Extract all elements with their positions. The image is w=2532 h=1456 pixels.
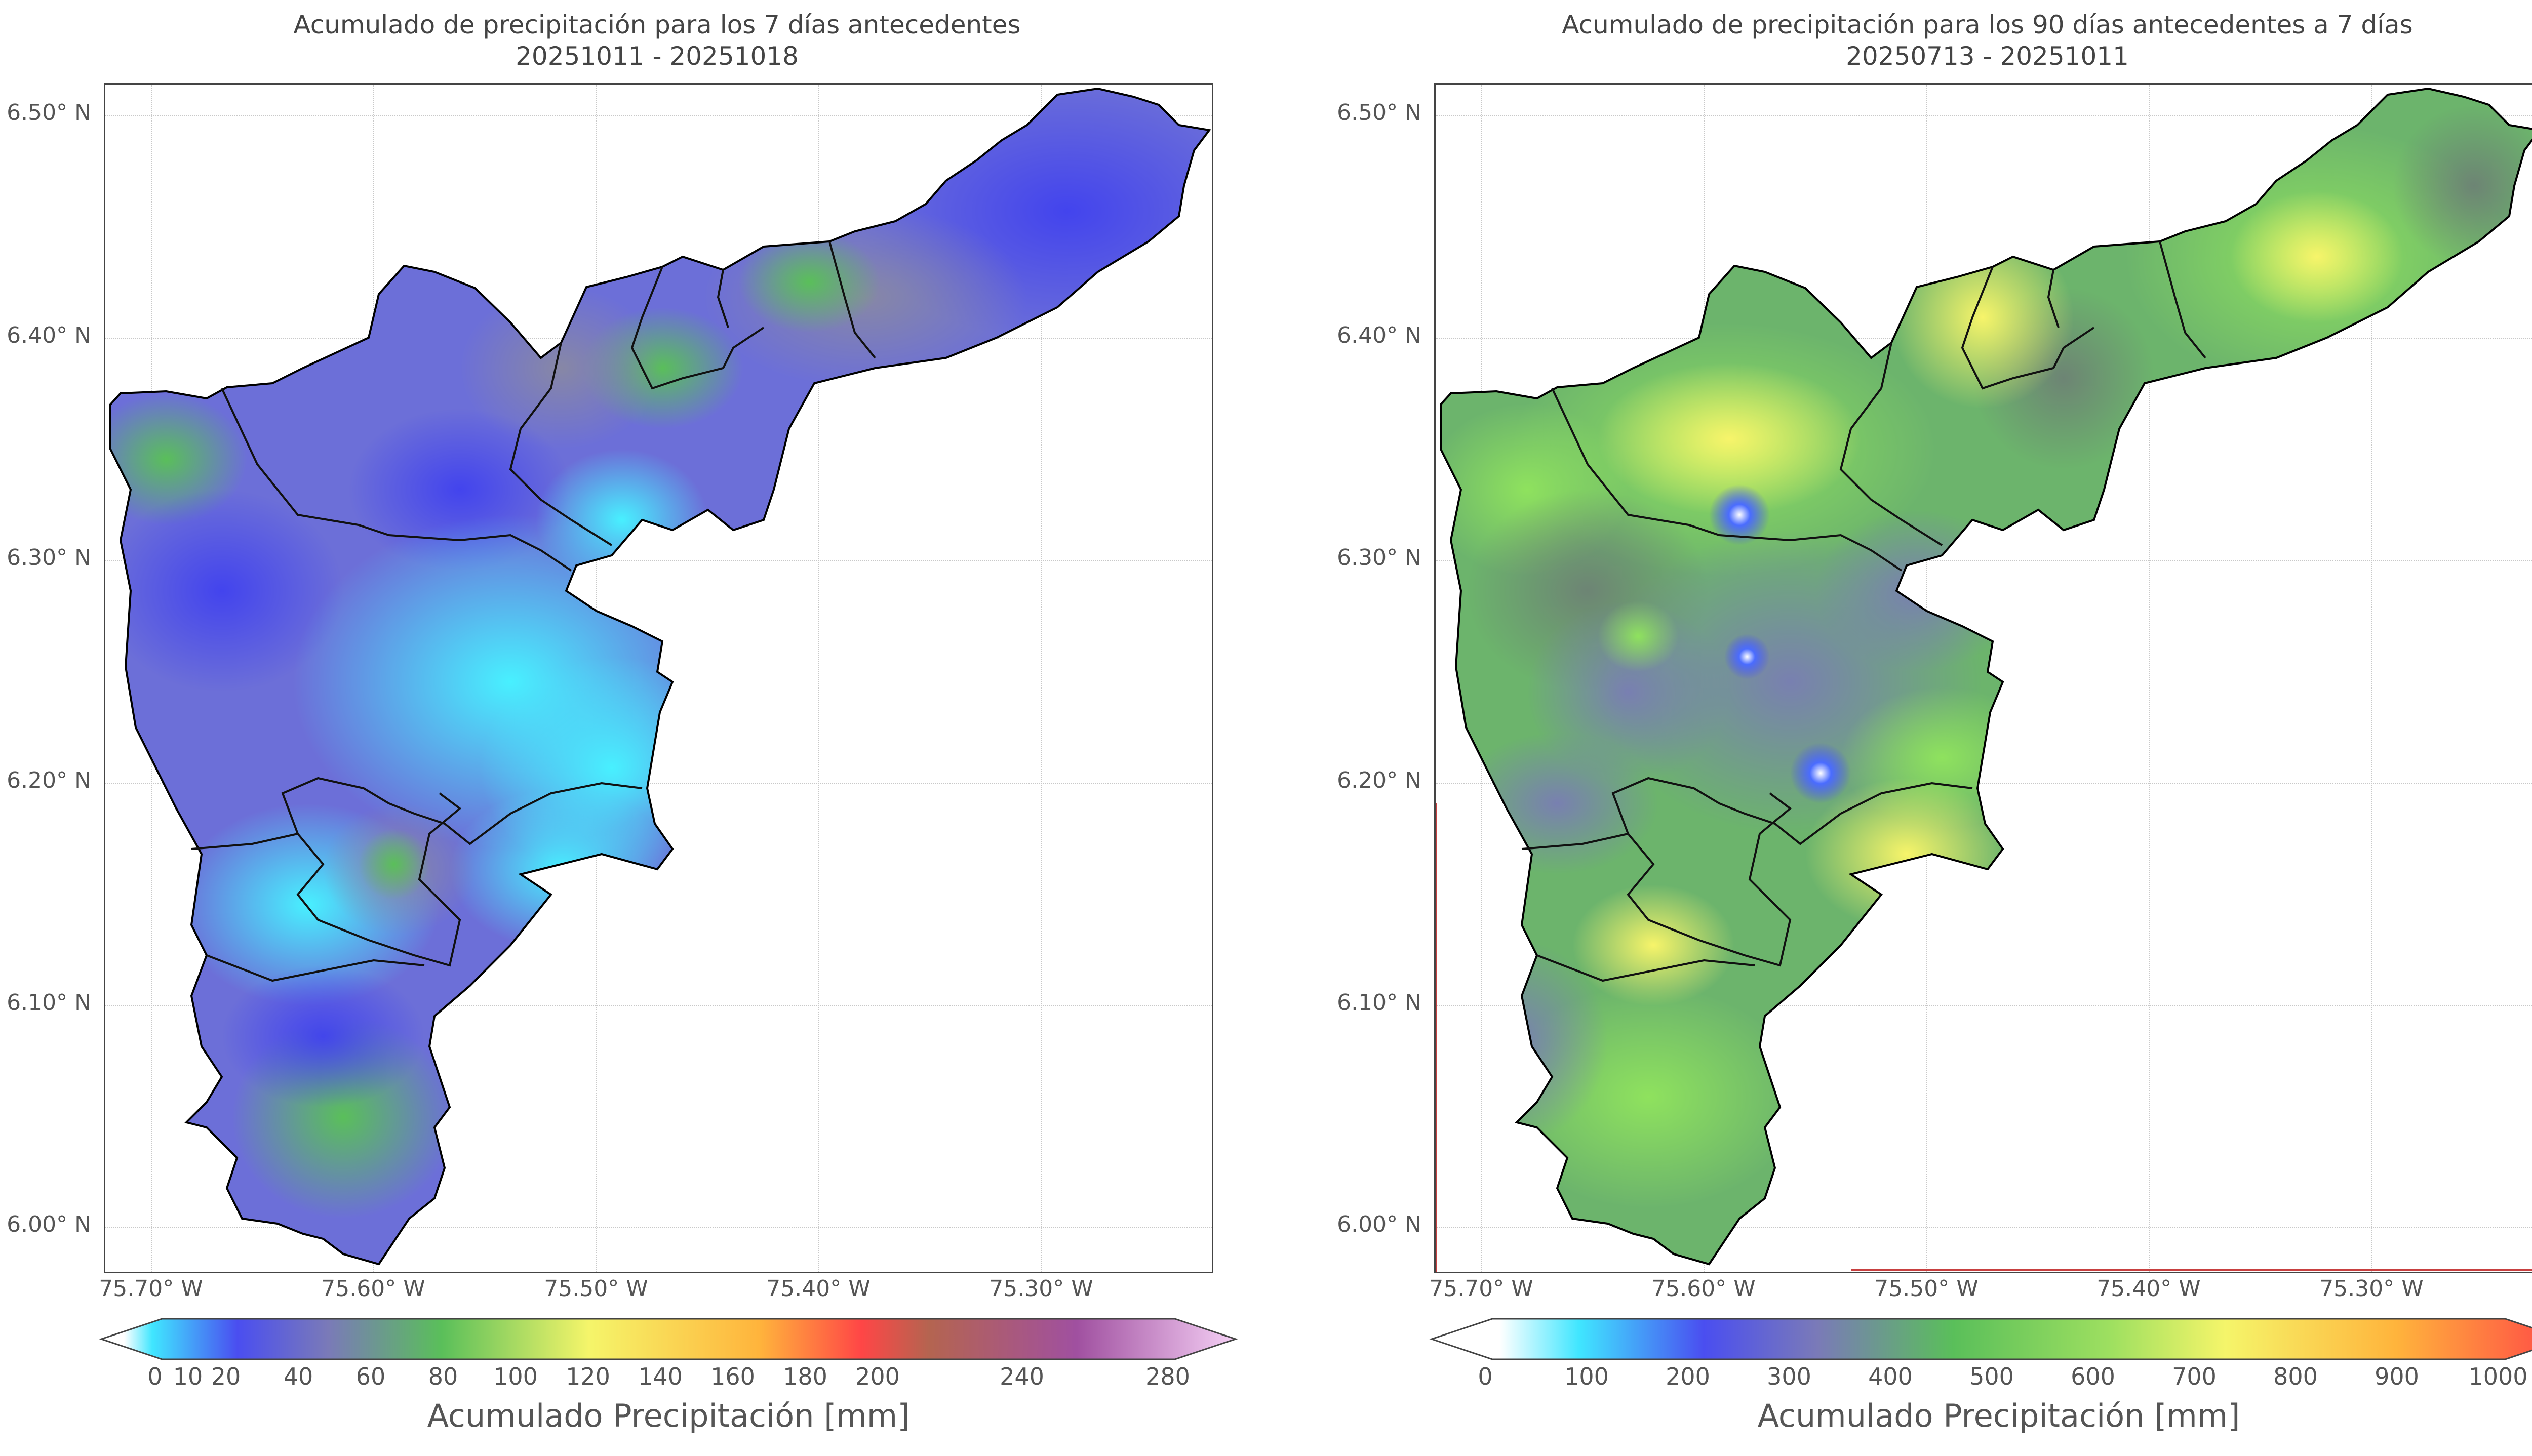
left-lat-tick: 6.30° N [7, 545, 91, 571]
right-lat-tick: 6.20° N [1337, 767, 1421, 793]
left-lon-tick: 75.40° W [766, 1276, 871, 1302]
left-lat-tick: 6.50° N [7, 100, 91, 126]
left-lat-tick: 6.20° N [7, 767, 91, 793]
right-map-frame [1434, 83, 2532, 1273]
left-map-title: Acumulado de precipitación para los 7 dí… [293, 10, 1021, 39]
right-colorbar-tick: 500 [1969, 1363, 2014, 1390]
left-colorbar-tick: 0 [147, 1363, 163, 1390]
right-map-title: Acumulado de precipitación para los 90 d… [1562, 10, 2413, 39]
left-colorbar-tick: 20 [211, 1363, 241, 1390]
right-lat-tick: 6.10° N [1337, 990, 1421, 1016]
right-colorbar-tick: 0 [1478, 1363, 1493, 1390]
left-colorbar-tick: 200 [855, 1363, 900, 1390]
left-colorbar-tick: 40 [283, 1363, 313, 1390]
left-lon-tick: 75.50° W [544, 1276, 648, 1302]
left-colorbar-label: Acumulado Precipitación [mm] [427, 1397, 910, 1434]
right-colorbar-tick: 600 [2071, 1363, 2115, 1390]
left-colorbar-tick: 140 [638, 1363, 683, 1390]
right-colorbar-tick: 900 [2375, 1363, 2419, 1390]
left-colorbar-tick: 120 [566, 1363, 610, 1390]
right-lat-tick: 6.40° N [1337, 322, 1421, 348]
right-colorbar-label: Acumulado Precipitación [mm] [1757, 1397, 2240, 1434]
left-lat-tick: 6.10° N [7, 990, 91, 1016]
left-lat-tick: 6.40° N [7, 322, 91, 348]
right-colorbar-tick: 700 [2172, 1363, 2217, 1390]
right-lat-tick: 6.00° N [1337, 1211, 1421, 1237]
right-colorbar-tick: 800 [2273, 1363, 2318, 1390]
right-colorbar-tick: 300 [1767, 1363, 1811, 1390]
right-lon-tick: 75.50° W [1874, 1276, 1979, 1302]
left-colorbar-tick: 10 [173, 1363, 203, 1390]
right-map-subtitle: 20250713 - 20251011 [1846, 42, 2129, 71]
left-colorbar-tick: 80 [428, 1363, 458, 1390]
left-colorbar-tick: 280 [1145, 1363, 1190, 1390]
right-colorbar [1429, 1318, 2532, 1360]
left-precip-field [109, 87, 1211, 1266]
right-colorbar-tick: 400 [1868, 1363, 1913, 1390]
left-lat-tick: 6.00° N [7, 1211, 91, 1237]
right-colorbar-tick: 1000 [2468, 1363, 2528, 1390]
left-colorbar [99, 1318, 1238, 1360]
right-lon-tick: 75.30° W [2319, 1276, 2424, 1302]
left-lon-tick: 75.60° W [321, 1276, 425, 1302]
right-lon-tick: 75.60° W [1651, 1276, 1756, 1302]
right-lon-tick: 75.70° W [1429, 1276, 1533, 1302]
left-colorbar-tick: 60 [355, 1363, 386, 1390]
right-precip-field [1436, 87, 2532, 1272]
left-colorbar-tick: 160 [710, 1363, 755, 1390]
right-lon-tick: 75.40° W [2096, 1276, 2201, 1302]
left-lon-tick: 75.70° W [99, 1276, 203, 1302]
left-lon-tick: 75.30° W [989, 1276, 1093, 1302]
left-map-subtitle: 20251011 - 20251018 [516, 42, 799, 71]
left-colorbar-tick: 240 [1000, 1363, 1044, 1390]
right-lat-tick: 6.30° N [1337, 545, 1421, 571]
right-lat-tick: 6.50° N [1337, 100, 1421, 126]
left-colorbar-tick: 180 [783, 1363, 827, 1390]
right-colorbar-tick: 100 [1564, 1363, 1609, 1390]
right-colorbar-tick: 200 [1666, 1363, 1710, 1390]
left-colorbar-tick: 100 [493, 1363, 538, 1390]
left-map-frame [104, 83, 1213, 1273]
